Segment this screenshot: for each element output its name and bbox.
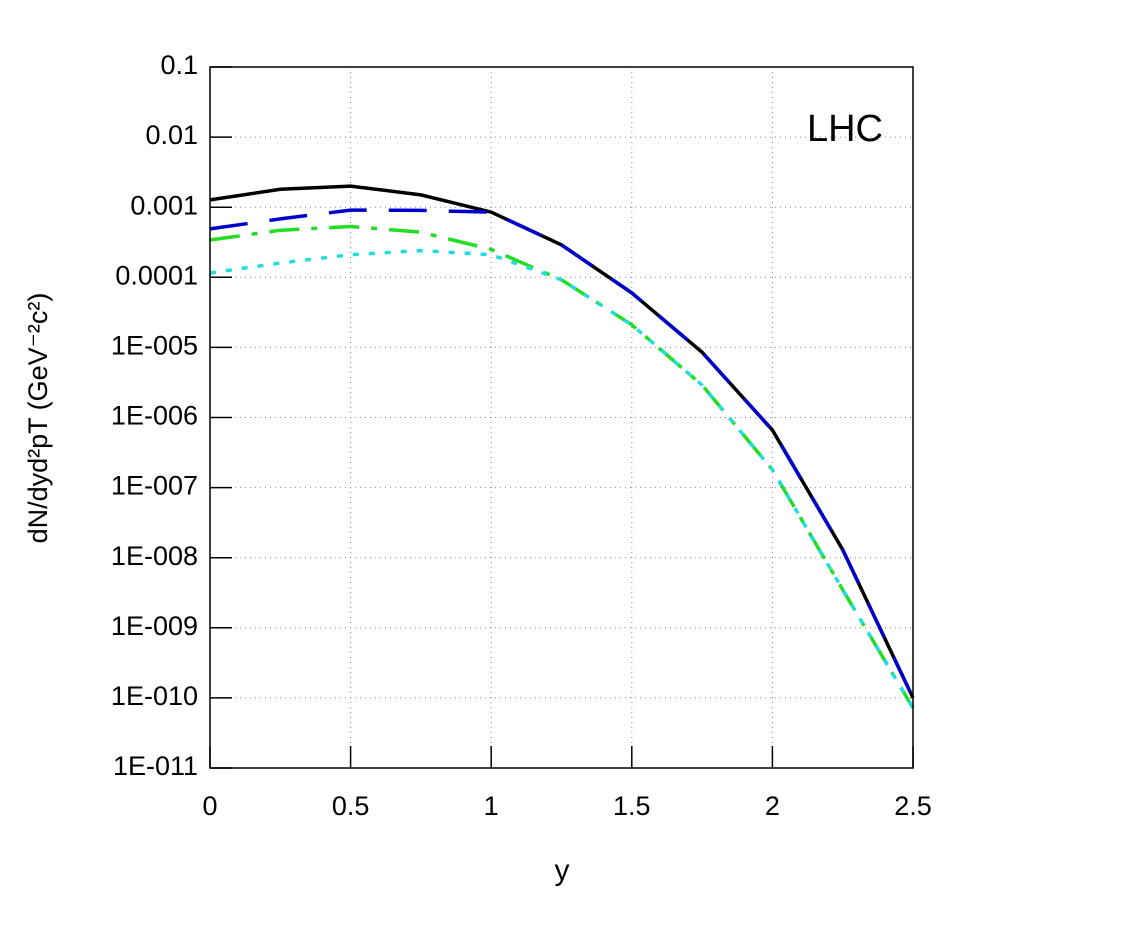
x-tick-label: 0 xyxy=(202,791,217,821)
y-tick-label: 1E-007 xyxy=(111,471,198,501)
x-tick-label: 2.5 xyxy=(894,791,932,821)
x-tick-label: 0.5 xyxy=(332,791,370,821)
y-tick-label: 1E-010 xyxy=(111,681,198,711)
x-tick-label: 1 xyxy=(484,791,499,821)
y-tick-label: 0.001 xyxy=(130,190,198,220)
y-tick-label: 0.01 xyxy=(145,120,198,150)
y-tick-label: 0.1 xyxy=(160,50,198,80)
y-tick-label: 1E-006 xyxy=(111,401,198,431)
series-line xyxy=(209,184,915,699)
x-axis-label: y xyxy=(555,854,570,887)
series-line xyxy=(209,224,915,709)
y-tick-label: 0.0001 xyxy=(115,260,198,290)
plot-area xyxy=(209,66,915,769)
y-tick-label: 1E-011 xyxy=(113,751,198,781)
annotation: LHC xyxy=(807,108,883,150)
y-axis-label: dN/dyd²pT (GeV⁻²c²) xyxy=(23,293,53,544)
y-tick-label: 1E-009 xyxy=(111,611,198,641)
y-tick-label: 1E-008 xyxy=(111,541,198,571)
x-tick-label: 1.5 xyxy=(613,791,651,821)
x-tick-label: 2 xyxy=(765,791,780,821)
y-tick-label: 1E-005 xyxy=(111,331,198,361)
series-line xyxy=(209,208,915,699)
series-line xyxy=(209,248,915,709)
